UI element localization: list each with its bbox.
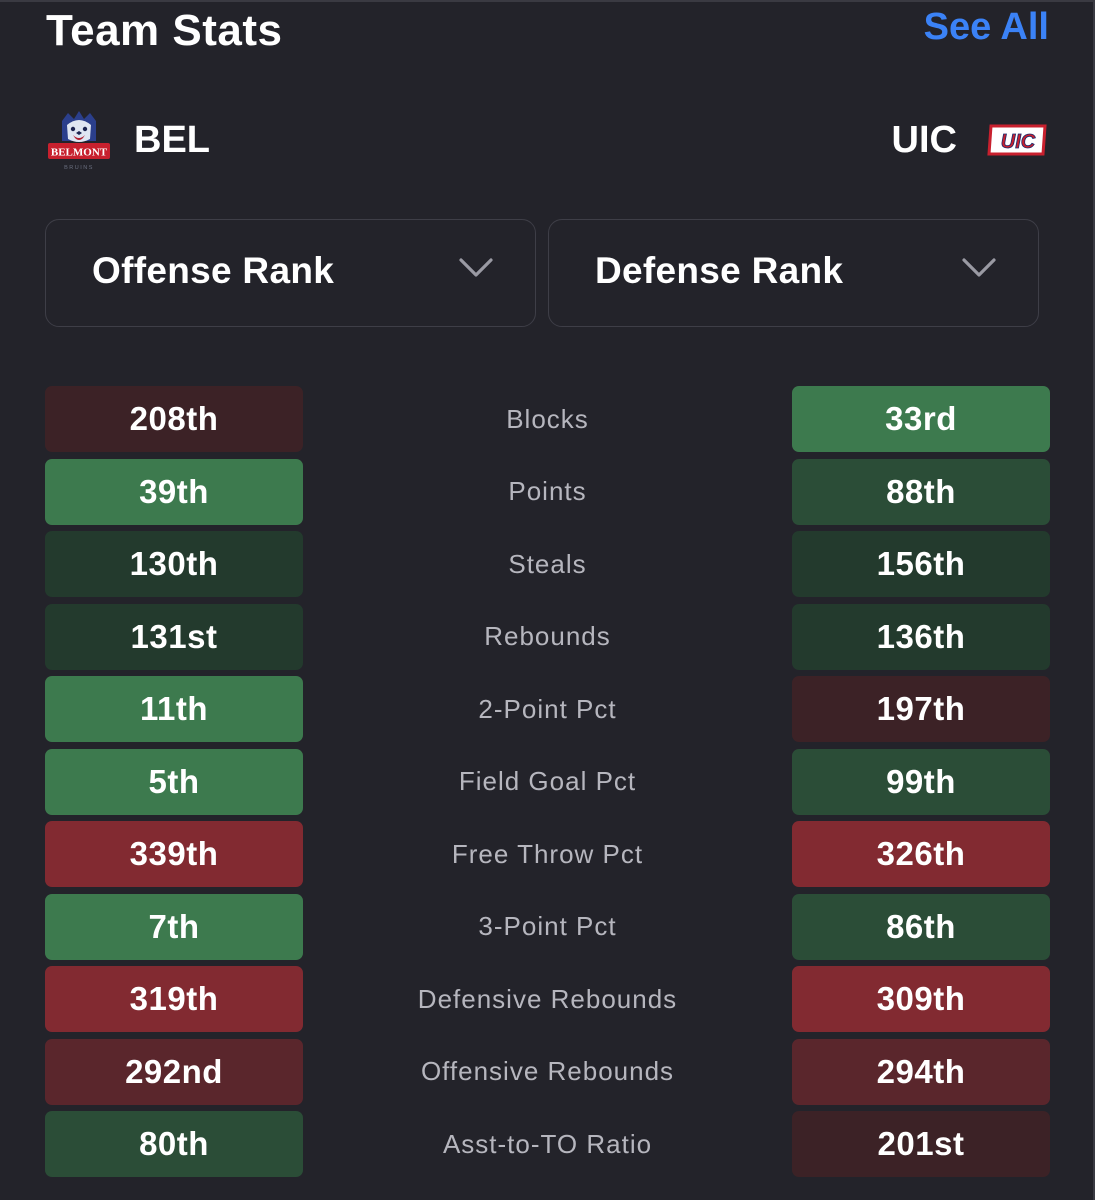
team-right-abbr: UIC [891,118,957,161]
stat-row: 130th Steals 156th [45,531,1050,597]
bear-logo-icon: BELMONT BRUINS [48,111,110,171]
left-team-rank-badge: 80th [45,1111,303,1177]
stat-row: 11th 2-Point Pct 197th [45,676,1050,742]
team-matchup: BELMONT BRUINS BEL UIC UIC [46,105,1049,175]
stat-name-label: Field Goal Pct [458,766,637,796]
right-team-rank-badge: 201st [792,1111,1050,1177]
chevron-down-icon [962,258,996,277]
left-team-rank-badge: 339th [45,821,303,887]
stat-name-label: 3-Point Pct [478,911,617,941]
see-all-link[interactable]: See All [923,6,1049,48]
stat-row: 208th Blocks 33rd [45,386,1050,452]
stat-name-label: Rebounds [484,621,611,651]
stat-name-label: Offensive Rebounds [420,1056,675,1086]
defense-rank-dropdown[interactable]: Defense Rank [548,219,1039,327]
stat-row: 39th Points 88th [45,458,1050,525]
left-team-rank-badge: 208th [45,386,303,452]
right-team-rank-badge: 136th [792,603,1050,670]
stat-row: 80th Asst-to-TO Ratio 201st [45,1111,1050,1177]
right-team-rank-badge: 197th [792,676,1050,742]
right-edge-divider [1093,0,1095,1200]
left-team-rank-badge: 11th [45,676,303,742]
stat-name-label: Points [508,476,587,506]
left-team-rank-badge: 292nd [45,1038,303,1105]
uic-logo-wordmark: UIC [1001,131,1036,153]
bel-logo-wordmark: BELMONT [51,147,108,159]
stat-row: 5th Field Goal Pct 99th [45,748,1050,815]
stat-row: 339th Free Throw Pct 326th [45,821,1050,887]
left-team-rank-badge: 130th [45,531,303,597]
chevron-down-icon [459,258,493,277]
team-right[interactable]: UIC UIC [892,105,1049,175]
section-header: Team Stats See All [46,0,1049,60]
right-team-rank-badge: 99th [792,748,1050,815]
right-team-rank-badge: 86th [792,893,1050,960]
left-team-rank-badge: 319th [45,966,303,1032]
left-team-rank-badge: 131st [45,603,303,670]
right-team-rank-badge: 326th [792,821,1050,887]
top-divider [0,0,1095,2]
right-team-rank-badge: 294th [792,1038,1050,1105]
right-team-rank-badge: 309th [792,966,1050,1032]
stat-row: 7th 3-Point Pct 86th [45,893,1050,960]
team-left[interactable]: BELMONT BRUINS BEL [46,105,210,175]
stat-name-label: Free Throw Pct [451,838,644,869]
right-team-rank-badge: 88th [792,458,1050,525]
uic-logo-icon: UIC [987,124,1047,156]
offense-rank-label: Offense Rank [92,250,335,291]
stat-name-label: Defensive Rebounds [417,983,678,1014]
stat-name-label: Asst-to-TO Ratio [442,1128,653,1159]
right-team-rank-badge: 33rd [792,386,1050,452]
bel-logo-subtitle: BRUINS [64,165,94,171]
stat-row: 292nd Offensive Rebounds 294th [45,1038,1050,1105]
stat-name-label: Steals [508,548,587,579]
team-left-abbr: BEL [134,118,210,161]
left-team-rank-badge: 39th [45,458,303,525]
stat-name-label: Blocks [506,403,589,434]
stat-name-label: 2-Point Pct [478,693,617,724]
left-team-rank-badge: 7th [45,893,303,960]
offense-rank-dropdown[interactable]: Offense Rank [45,219,536,327]
right-team-rank-badge: 156th [792,531,1050,597]
defense-rank-label: Defense Rank [595,250,844,291]
section-title: Team Stats [46,6,283,55]
stats-comparison-list: 208th Blocks 33rd 39th Points 88th 130th Steals… [45,386,1050,1184]
left-team-rank-badge: 5th [45,748,303,815]
stat-row: 319th Defensive Rebounds 309th [45,966,1050,1032]
stat-row: 131st Rebounds 136th [45,603,1050,670]
